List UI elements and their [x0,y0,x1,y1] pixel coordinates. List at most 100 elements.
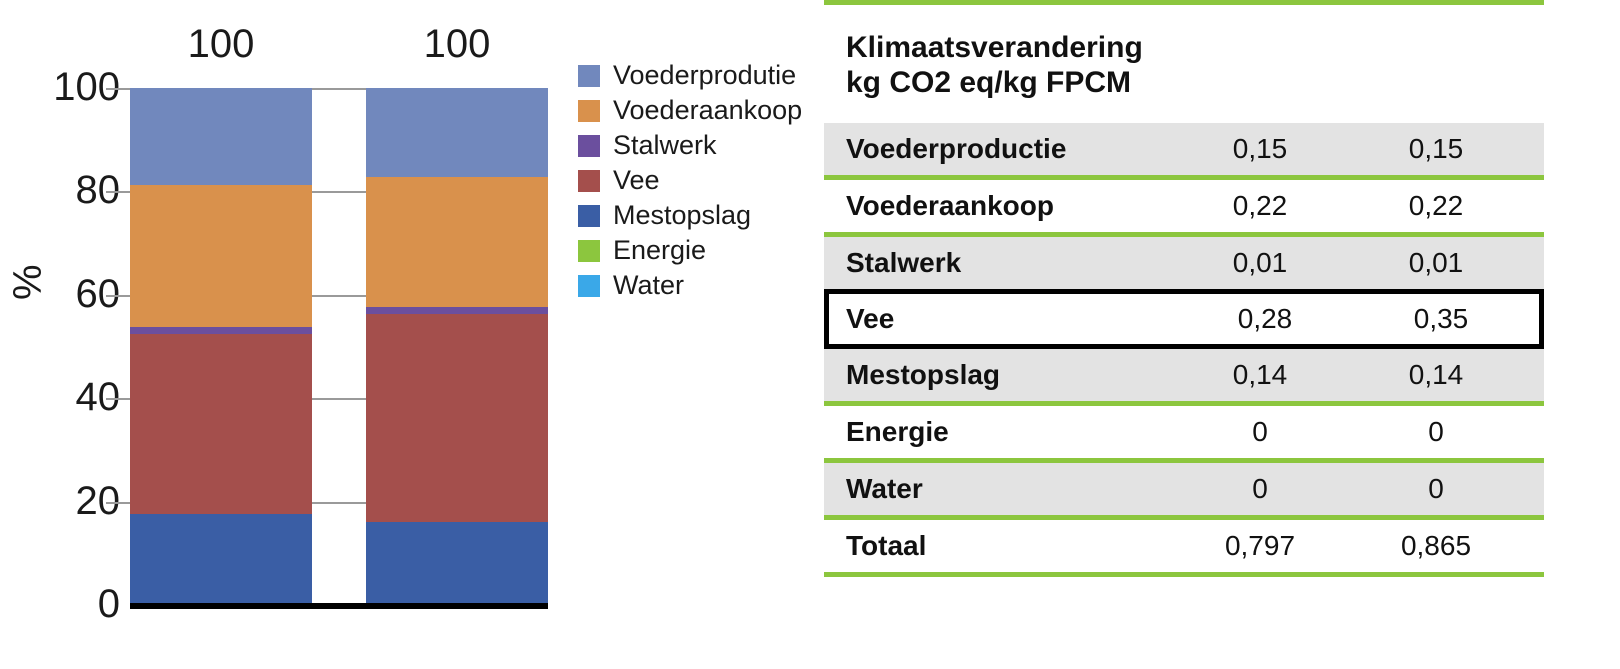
tick-mark [106,501,130,504]
legend-item[interactable]: Stalwerk [578,128,808,163]
gridline [130,191,548,194]
stacked-bar[interactable] [366,88,548,605]
table-cell-value-col2: 0,01 [1408,246,1464,278]
table-cell-value-col2: 0,35 [1413,302,1469,334]
legend-item-label: Stalwerk [613,130,717,160]
table-cell-value-col2: 0 [1428,472,1444,504]
legend-item-label: Voederprodutie [613,60,797,90]
table-row-separator [824,514,1544,520]
gridline [130,398,548,401]
table-row-label: Mestopslag [846,358,1001,390]
bar-total-label: 100 [187,22,255,66]
y-tick-label: 0 [97,582,120,626]
legend-item[interactable]: Energie [578,233,808,268]
legend-item[interactable]: Voederprodutie [578,58,808,93]
table-row[interactable]: Water 0 0 [824,462,1544,515]
legend-swatch-icon [578,239,600,262]
table-row[interactable]: Voederproductie 0,15 0,15 [824,122,1544,175]
y-tick-label: 80 [75,168,121,213]
table-top-rule [824,0,1544,5]
table-row-label: Vee [846,302,895,334]
table-cell-value-col1: 0,22 [1232,189,1288,221]
legend-swatch-icon [578,134,600,157]
legend-swatch-icon [578,274,600,297]
bar-segment[interactable] [130,88,312,185]
legend-swatch-icon [578,64,600,87]
table-header: Klimaatsverandering kg CO2 eq/kg FPCM [824,5,1544,123]
table-row-separator [824,231,1544,237]
table-row-label: Energie [846,415,949,447]
bar-segment[interactable] [130,333,312,515]
bar-segment[interactable] [366,521,548,605]
table-row-label: Water [846,472,923,504]
y-tick-label: 20 [75,478,121,523]
table-body: Voederproductie 0,15 0,15 Voederaankoop 0,22… [824,122,1544,577]
gridline [130,501,548,504]
table-cell-value-col2: 0,22 [1408,189,1464,221]
tick-mark [106,294,130,297]
bar-segment[interactable] [366,88,548,177]
table-row-label: Stalwerk [846,246,962,278]
tick-mark [106,88,130,90]
legend-item-label: Voederaankoop [613,95,803,125]
bar-segment[interactable] [130,184,312,327]
table-row-separator [824,457,1544,463]
y-tick-label: 40 [75,375,121,420]
table-cell-value-col1: 0,01 [1232,246,1288,278]
gridline [130,88,548,90]
chart-legend: Voederprodutie Voederaankoop Stalwerk Vee Me… [578,58,808,303]
y-axis-tick-labels: 0 20 40 60 80 100 [0,0,120,669]
table-row[interactable]: Totaal 0,797 0,865 [824,519,1544,572]
legend-item[interactable]: Vee [578,163,808,198]
y-tick-label: 100 [53,65,120,109]
tick-mark [106,398,130,401]
stacked-bar-chart: % 0 20 40 60 80 100 100 100 Voederprodutie Voe… [0,0,808,669]
table-row[interactable]: Voederaankoop 0,22 0,22 [824,179,1544,232]
table-cell-value-col1: 0 [1252,472,1268,504]
legend-item-label: Energie [613,235,707,265]
table-cell-value-col1: 0,797 [1224,529,1296,561]
bar-segment[interactable] [130,326,312,334]
bar-segment[interactable] [366,307,548,314]
legend-item[interactable]: Water [578,268,808,303]
table-row-label: Totaal [846,529,927,561]
table-cell-value-col2: 0 [1428,415,1444,447]
plot-area [130,88,548,605]
table-row-separator [824,571,1544,577]
y-tick-label: 60 [75,271,121,316]
table-row[interactable]: Energie 0 0 [824,405,1544,458]
bar-segment[interactable] [366,313,548,522]
legend-item[interactable]: Voederaankoop [578,93,808,128]
tick-mark [106,191,130,194]
table-cell-value-col1: 0,15 [1232,132,1288,164]
bar-total-label: 100 [423,22,491,66]
legend-item-label: Vee [613,165,660,195]
stacked-bar[interactable] [130,88,312,605]
table-cell-value-col1: 0,28 [1237,302,1293,334]
table-row-label: Voederproductie [846,132,1067,164]
results-table: Klimaatsverandering kg CO2 eq/kg FPCM Vo… [824,0,1544,669]
legend-swatch-icon [578,204,600,227]
legend-item-label: Mestopslag [613,200,752,230]
bar-segment[interactable] [366,176,548,308]
bar-segment[interactable] [130,514,312,605]
legend-swatch-icon [578,99,600,122]
table-cell-value-col2: 0,15 [1408,132,1464,164]
table-row-separator [824,400,1544,406]
table-row[interactable]: Mestopslag 0,14 0,14 [824,348,1544,401]
table-cell-value-col1: 0,14 [1232,358,1288,390]
table-cell-value-col1: 0 [1252,415,1268,447]
table-row-label: Voederaankoop [846,189,1054,221]
table-title-line-2: kg CO2 eq/kg FPCM [846,65,1132,99]
legend-swatch-icon [578,169,600,192]
legend-item-label: Water [613,270,685,300]
table-row[interactable]: Stalwerk 0,01 0,01 [824,236,1544,289]
gridline [130,294,548,297]
table-cell-value-col2: 0,14 [1408,358,1464,390]
table-row[interactable]: Vee 0,28 0,35 [824,288,1544,349]
table-title-line-1: Klimaatsverandering [846,31,1143,64]
x-axis-baseline [130,603,548,609]
legend-item[interactable]: Mestopslag [578,198,808,233]
table-row-separator [824,174,1544,180]
table-cell-value-col2: 0,865 [1400,529,1472,561]
